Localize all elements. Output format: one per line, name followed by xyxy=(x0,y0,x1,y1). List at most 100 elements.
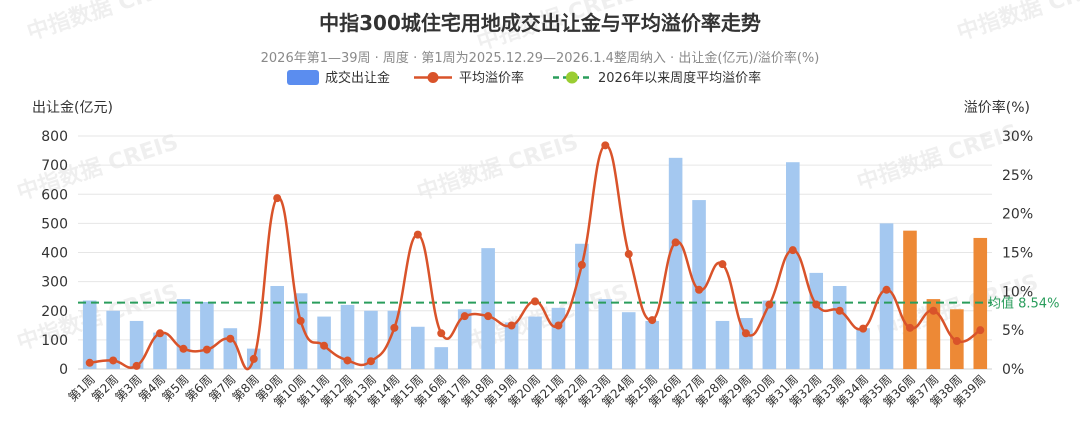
line-point xyxy=(976,326,985,335)
line-point xyxy=(226,334,235,343)
line-point xyxy=(484,312,493,321)
line-point xyxy=(202,345,211,354)
bar xyxy=(434,347,449,369)
bar xyxy=(387,310,402,369)
line-point xyxy=(554,321,563,330)
legend: 成交出让金 平均溢价率 2026年以来周度平均溢价率 xyxy=(287,70,761,86)
line-point xyxy=(741,329,750,338)
legend-marker-avg xyxy=(566,71,578,84)
chart-subtitle: 2026年第1—39周 · 周度 · 第1周为2025.12.29—2026.1… xyxy=(261,50,820,66)
bar xyxy=(621,312,636,369)
bar xyxy=(270,285,285,369)
line-point xyxy=(507,321,516,330)
y-right-tick-label: 30% xyxy=(1002,129,1033,145)
bar xyxy=(457,309,472,369)
y-right-tick-label: 20% xyxy=(1002,207,1033,223)
bar xyxy=(598,299,613,369)
y-left-tick-label: 700 xyxy=(41,158,68,174)
line-point xyxy=(343,356,352,365)
y-right-tick-label: 15% xyxy=(1002,246,1033,262)
line-point xyxy=(296,316,305,325)
y-left-tick-label: 100 xyxy=(41,333,68,349)
line-point xyxy=(624,250,633,259)
line-point xyxy=(460,312,469,321)
line-point xyxy=(320,341,329,350)
bar xyxy=(668,157,683,369)
line-point xyxy=(671,238,680,247)
y-left-tick-label: 500 xyxy=(41,216,68,232)
line-point xyxy=(577,260,586,269)
bar xyxy=(411,326,425,369)
line-point xyxy=(179,344,188,353)
bar xyxy=(106,310,120,369)
y-left-tick-label: 800 xyxy=(41,129,68,145)
y-left-tick-label: 200 xyxy=(41,304,68,320)
bar xyxy=(176,299,191,369)
bar xyxy=(504,322,519,369)
line-point xyxy=(835,306,844,315)
line-point xyxy=(695,285,704,294)
line-point xyxy=(718,260,727,269)
bar xyxy=(153,332,167,369)
bar xyxy=(926,299,941,369)
y-left-tick-label: 0 xyxy=(59,362,68,378)
y-axis-left-title: 出让金(亿元) xyxy=(32,100,113,116)
watermark: 中指数据 CREIS xyxy=(24,0,192,46)
bar xyxy=(879,223,894,369)
bar xyxy=(715,320,730,369)
bar xyxy=(762,300,777,369)
average-line-label: 均值 8.54% xyxy=(988,296,1059,312)
bar xyxy=(832,285,847,369)
bar xyxy=(340,304,355,369)
line-point xyxy=(390,323,399,332)
line-point xyxy=(85,358,94,367)
line-point xyxy=(156,329,165,338)
legend-marker-line xyxy=(427,72,439,83)
legend-label-bar: 成交出让金 xyxy=(325,70,390,86)
line-point xyxy=(366,357,375,366)
bar xyxy=(223,328,238,369)
line-point xyxy=(905,323,914,332)
bar xyxy=(856,328,870,369)
bar xyxy=(692,200,706,369)
line-point xyxy=(812,300,821,309)
bar xyxy=(809,272,824,369)
legend-label-avg: 2026年以来周度平均溢价率 xyxy=(598,70,761,86)
line-point xyxy=(273,194,282,203)
line-point xyxy=(788,246,797,255)
bar xyxy=(129,320,144,369)
line-point xyxy=(437,329,446,338)
line-point xyxy=(249,354,258,363)
line-series xyxy=(85,141,985,371)
bar xyxy=(82,300,97,369)
y-axis-left: 0 100 200 300 400 500 600 700 800 xyxy=(41,129,68,378)
chart-title: 中指300城住宅用地成交出让金与平均溢价率走势 xyxy=(319,11,761,35)
bar xyxy=(785,162,800,369)
line-point xyxy=(413,230,422,239)
bar xyxy=(903,230,917,369)
line-point xyxy=(531,297,539,306)
legend-swatch-bar xyxy=(287,70,319,85)
x-axis: 第1周第2周第3周第4周第5周第6周第7周第8周第9周第10周第11周第12周第… xyxy=(66,372,989,410)
watermark: 中指数据 CREIS xyxy=(854,119,1022,196)
y-axis-right-title: 溢价率(%) xyxy=(964,99,1030,116)
line-point xyxy=(929,306,938,315)
y-right-tick-label: 0% xyxy=(1002,362,1024,378)
y-left-tick-label: 600 xyxy=(41,187,68,203)
bar xyxy=(645,320,659,369)
bar xyxy=(200,302,214,369)
watermark: 中指数据 CREIS xyxy=(954,0,1080,46)
line-point xyxy=(601,141,610,150)
line-point xyxy=(952,337,961,346)
line-point xyxy=(882,285,891,294)
y-right-tick-label: 25% xyxy=(1002,168,1033,184)
legend-label-line: 平均溢价率 xyxy=(459,70,524,86)
bar-series xyxy=(82,157,988,369)
line-point xyxy=(648,316,657,325)
line-point xyxy=(109,356,118,365)
bar xyxy=(364,310,378,369)
bar xyxy=(528,316,542,369)
y-axis-right: 0% 5% 10% 15% 20% 25% 30% xyxy=(1002,129,1033,378)
bar xyxy=(551,307,566,369)
